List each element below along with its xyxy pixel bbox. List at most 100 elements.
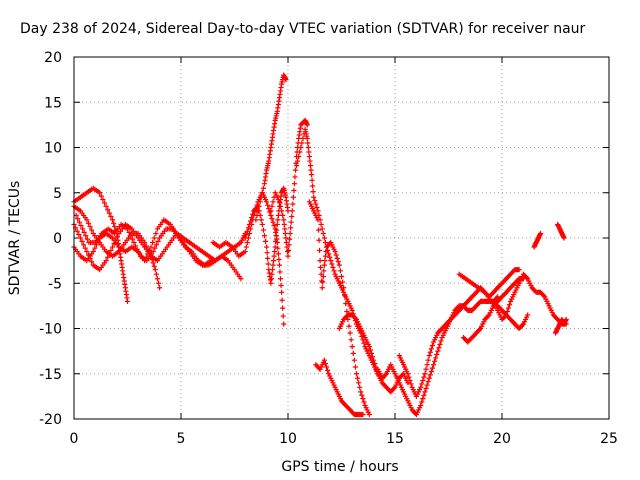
data-point — [338, 273, 345, 280]
data-point — [431, 358, 438, 364]
data-point — [332, 248, 338, 255]
plot-markers — [71, 72, 569, 418]
data-point — [151, 235, 157, 241]
data-point — [274, 227, 280, 233]
data-point — [322, 239, 329, 246]
data-point — [82, 245, 88, 251]
x-tick-label: 15 — [386, 431, 404, 447]
data-point — [426, 353, 432, 359]
data-point — [361, 399, 367, 405]
data-point — [243, 244, 249, 250]
series-track-13 — [336, 312, 411, 395]
data-point — [270, 262, 276, 268]
data-point — [289, 213, 295, 220]
data-point — [260, 227, 266, 233]
data-point — [310, 183, 316, 189]
data-point — [408, 381, 414, 387]
data-point — [351, 357, 357, 363]
data-point — [287, 230, 293, 237]
series-track-8 — [253, 72, 289, 223]
data-point — [152, 267, 158, 273]
data-point — [279, 297, 285, 303]
data-point — [367, 347, 373, 353]
data-point — [422, 371, 428, 377]
data-point — [106, 251, 112, 257]
data-point — [89, 227, 95, 233]
data-point — [298, 144, 304, 151]
data-point — [155, 280, 162, 286]
x-tick-label: 5 — [177, 431, 186, 447]
data-point — [320, 230, 326, 237]
data-point — [208, 258, 214, 264]
data-point — [537, 230, 544, 237]
data-point — [81, 229, 87, 235]
data-point — [317, 258, 323, 264]
data-point — [238, 276, 244, 282]
data-point — [372, 360, 378, 367]
data-point — [352, 364, 359, 370]
data-point — [349, 307, 355, 313]
data-point — [267, 209, 273, 215]
x-tick-labels: 0 5 10 15 20 25 — [70, 431, 618, 447]
y-tick-label: -5 — [48, 276, 62, 292]
data-point — [421, 392, 427, 398]
data-point — [406, 374, 412, 380]
series-track-1 — [71, 185, 131, 304]
data-point — [254, 212, 260, 218]
data-point — [371, 357, 377, 363]
data-point — [312, 198, 318, 204]
data-point — [405, 371, 411, 377]
data-point — [420, 396, 426, 402]
data-point — [87, 224, 93, 230]
data-point — [106, 210, 112, 216]
data-point — [311, 194, 317, 200]
y-tick-label: 20 — [44, 50, 62, 66]
data-point — [321, 268, 327, 274]
data-point — [255, 208, 261, 214]
x-tick-label: 25 — [600, 431, 618, 447]
data-point — [304, 122, 310, 128]
data-point — [281, 221, 287, 228]
data-point — [134, 246, 140, 252]
data-point — [347, 330, 353, 336]
data-point — [83, 233, 89, 239]
data-point — [281, 217, 287, 223]
data-point — [382, 372, 388, 378]
data-point — [349, 344, 355, 350]
data-point — [319, 226, 325, 232]
data-point — [244, 239, 250, 246]
data-point — [292, 174, 298, 180]
data-point — [430, 362, 437, 368]
data-point — [320, 279, 326, 285]
y-tick-label: -10 — [39, 322, 62, 338]
y-tick-label: 0 — [53, 231, 62, 247]
data-point — [426, 375, 432, 381]
data-point — [429, 365, 436, 371]
series-track-21 — [555, 221, 567, 241]
data-point — [305, 144, 311, 151]
data-point — [423, 366, 429, 372]
data-point — [357, 384, 363, 390]
data-point — [437, 341, 443, 347]
data-point — [277, 269, 283, 275]
data-point — [353, 371, 360, 377]
data-point — [541, 293, 547, 299]
data-point — [136, 250, 142, 256]
data-point — [366, 344, 372, 350]
data-point — [428, 368, 434, 375]
data-point — [243, 232, 249, 238]
y-tick-labels: -20 -15 -10 -5 0 5 10 15 20 — [39, 50, 62, 428]
data-point — [275, 245, 281, 251]
data-point — [289, 208, 295, 214]
data-point — [310, 189, 316, 195]
data-point — [278, 289, 285, 295]
data-point — [81, 242, 87, 248]
x-tick-label: 10 — [279, 431, 297, 447]
series-track-10 — [293, 126, 385, 381]
data-point — [423, 385, 429, 392]
data-point — [350, 350, 356, 356]
data-point — [155, 238, 161, 244]
data-point — [256, 203, 262, 209]
data-point — [108, 213, 114, 220]
data-point — [348, 337, 354, 343]
